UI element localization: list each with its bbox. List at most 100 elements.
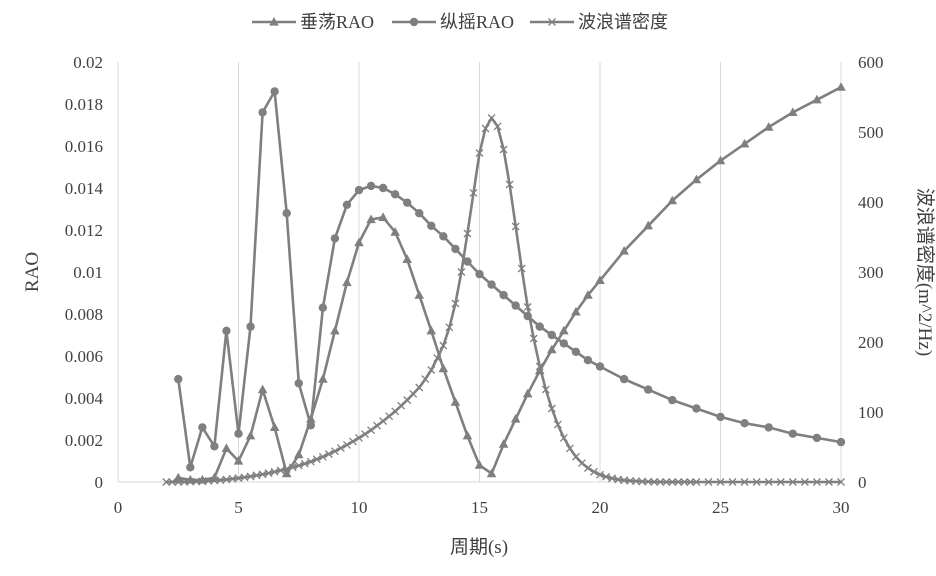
series-markers — [162, 82, 846, 486]
wave-spectrum-marker — [493, 122, 502, 131]
wave-spectrum-marker — [433, 354, 442, 363]
wave-spectrum-marker — [800, 478, 809, 486]
legend-marker-swatch — [269, 17, 279, 26]
y-tick-label-left: 0.018 — [65, 95, 103, 114]
pitch-rao-marker — [523, 311, 532, 321]
heave-rao-marker — [547, 344, 557, 354]
pitch-rao-marker — [668, 395, 677, 405]
wave-spectrum-marker — [752, 478, 761, 486]
pitch-rao-marker — [210, 442, 219, 451]
pitch-rao-marker — [692, 404, 701, 413]
wave-spectrum-marker — [349, 437, 357, 446]
pitch-rao-line — [177, 90, 842, 469]
heave-rao-marker — [474, 460, 485, 469]
wave-spectrum-marker — [812, 478, 821, 486]
wave-spectrum-marker — [385, 412, 394, 421]
x-tick-label: 30 — [833, 498, 850, 517]
pitch-rao-marker — [294, 379, 303, 388]
wave-spectrum-marker — [342, 440, 351, 449]
y-tick-label-right: 200 — [858, 333, 884, 352]
pitch-rao-marker — [595, 362, 605, 371]
pitch-rao-marker — [511, 301, 520, 310]
heave-rao-marker — [221, 443, 232, 452]
y-axis-title-left: RAO — [22, 252, 43, 292]
heave-rao-marker — [486, 468, 497, 478]
heave-rao-marker — [293, 449, 304, 459]
x-tick-label: 5 — [234, 498, 243, 517]
pitch-rao-marker — [644, 385, 653, 394]
wave-spectrum-marker — [186, 477, 195, 486]
heave-rao-marker — [438, 363, 449, 373]
wave-spectrum-marker — [553, 420, 562, 429]
y-tick-label-right: 500 — [858, 123, 884, 142]
heave-rao-marker — [739, 138, 750, 148]
legend-marker-swatch — [409, 17, 419, 27]
pitch-rao-marker — [306, 421, 315, 430]
heave-rao-marker — [233, 456, 244, 465]
heave-rao-marker — [691, 174, 702, 184]
pitch-rao-marker — [740, 419, 749, 428]
heave-rao-marker — [306, 414, 316, 423]
pitch-rao-marker — [836, 437, 846, 447]
y-tick-label-left: 0.012 — [65, 221, 103, 240]
heave-rao-marker — [522, 388, 533, 398]
pitch-rao-marker — [716, 412, 725, 422]
y-tick-label-left: 0.002 — [65, 431, 103, 450]
wave-spectrum-marker — [692, 478, 701, 486]
legend-marker-swatch — [548, 18, 556, 26]
heave-rao-marker — [426, 325, 437, 335]
wave-spectrum-marker — [294, 461, 303, 470]
wave-spectrum-marker — [626, 476, 635, 485]
pitch-rao-marker — [764, 423, 773, 432]
x-tick-label: 20 — [592, 498, 609, 517]
wave-spectrum-marker — [837, 478, 845, 486]
wave-spectrum-line — [166, 116, 841, 484]
pitch-rao-marker — [354, 185, 364, 195]
heave-rao-marker — [185, 474, 196, 484]
wave-spectrum-marker — [776, 478, 785, 486]
heave-rao-marker — [402, 254, 412, 263]
wave-spectrum-marker — [246, 472, 255, 481]
heave-rao-marker — [595, 275, 605, 284]
y-tick-label-right: 600 — [858, 53, 884, 72]
wave-spectrum-marker — [590, 467, 598, 476]
series-lines — [166, 86, 842, 484]
pitch-rao-marker — [487, 280, 496, 289]
pitch-rao-marker — [318, 303, 328, 312]
wave-spectrum-marker — [282, 465, 291, 474]
heave-rao-marker — [390, 227, 400, 236]
y-tick-label-right: 400 — [858, 193, 884, 212]
heave-rao-marker — [763, 122, 774, 131]
legend-label: 波浪谱密度 — [578, 12, 668, 32]
pitch-rao-marker — [583, 356, 593, 365]
wave-spectrum-marker — [373, 421, 382, 430]
x-tick-label: 0 — [114, 498, 123, 517]
wave-spectrum-marker — [559, 433, 568, 442]
legend-label: 纵摇RAO — [440, 12, 514, 32]
legend-item-pitch-rao: 纵摇RAO — [392, 12, 514, 32]
wave-spectrum-marker — [638, 477, 647, 486]
wave-spectrum-marker — [577, 459, 586, 468]
wave-spectrum-marker — [686, 478, 695, 486]
heave-rao-marker — [269, 422, 280, 431]
pitch-rao-marker — [246, 322, 255, 331]
pitch-rao-marker — [222, 326, 231, 335]
wave-spectrum-marker — [644, 477, 653, 486]
wave-spectrum-marker — [276, 466, 285, 475]
wave-spectrum-marker — [361, 430, 369, 439]
wave-spectrum-marker — [788, 478, 797, 486]
wave-spectrum-marker — [264, 469, 273, 478]
x-tick-label: 25 — [712, 498, 729, 517]
wave-spectrum-marker — [650, 477, 659, 486]
wave-spectrum-marker — [324, 450, 333, 458]
wave-spectrum-marker — [409, 389, 418, 398]
pitch-rao-marker — [619, 374, 629, 384]
heave-rao-marker — [498, 439, 509, 448]
heave-rao-marker — [812, 94, 822, 104]
heave-rao-marker — [462, 430, 473, 440]
legend: 垂荡RAO 纵摇RAO 波浪谱密度 — [252, 12, 668, 32]
legend-label: 垂荡RAO — [300, 12, 374, 32]
wave-spectrum-marker — [300, 459, 309, 468]
x-tick-label: 10 — [351, 498, 368, 517]
